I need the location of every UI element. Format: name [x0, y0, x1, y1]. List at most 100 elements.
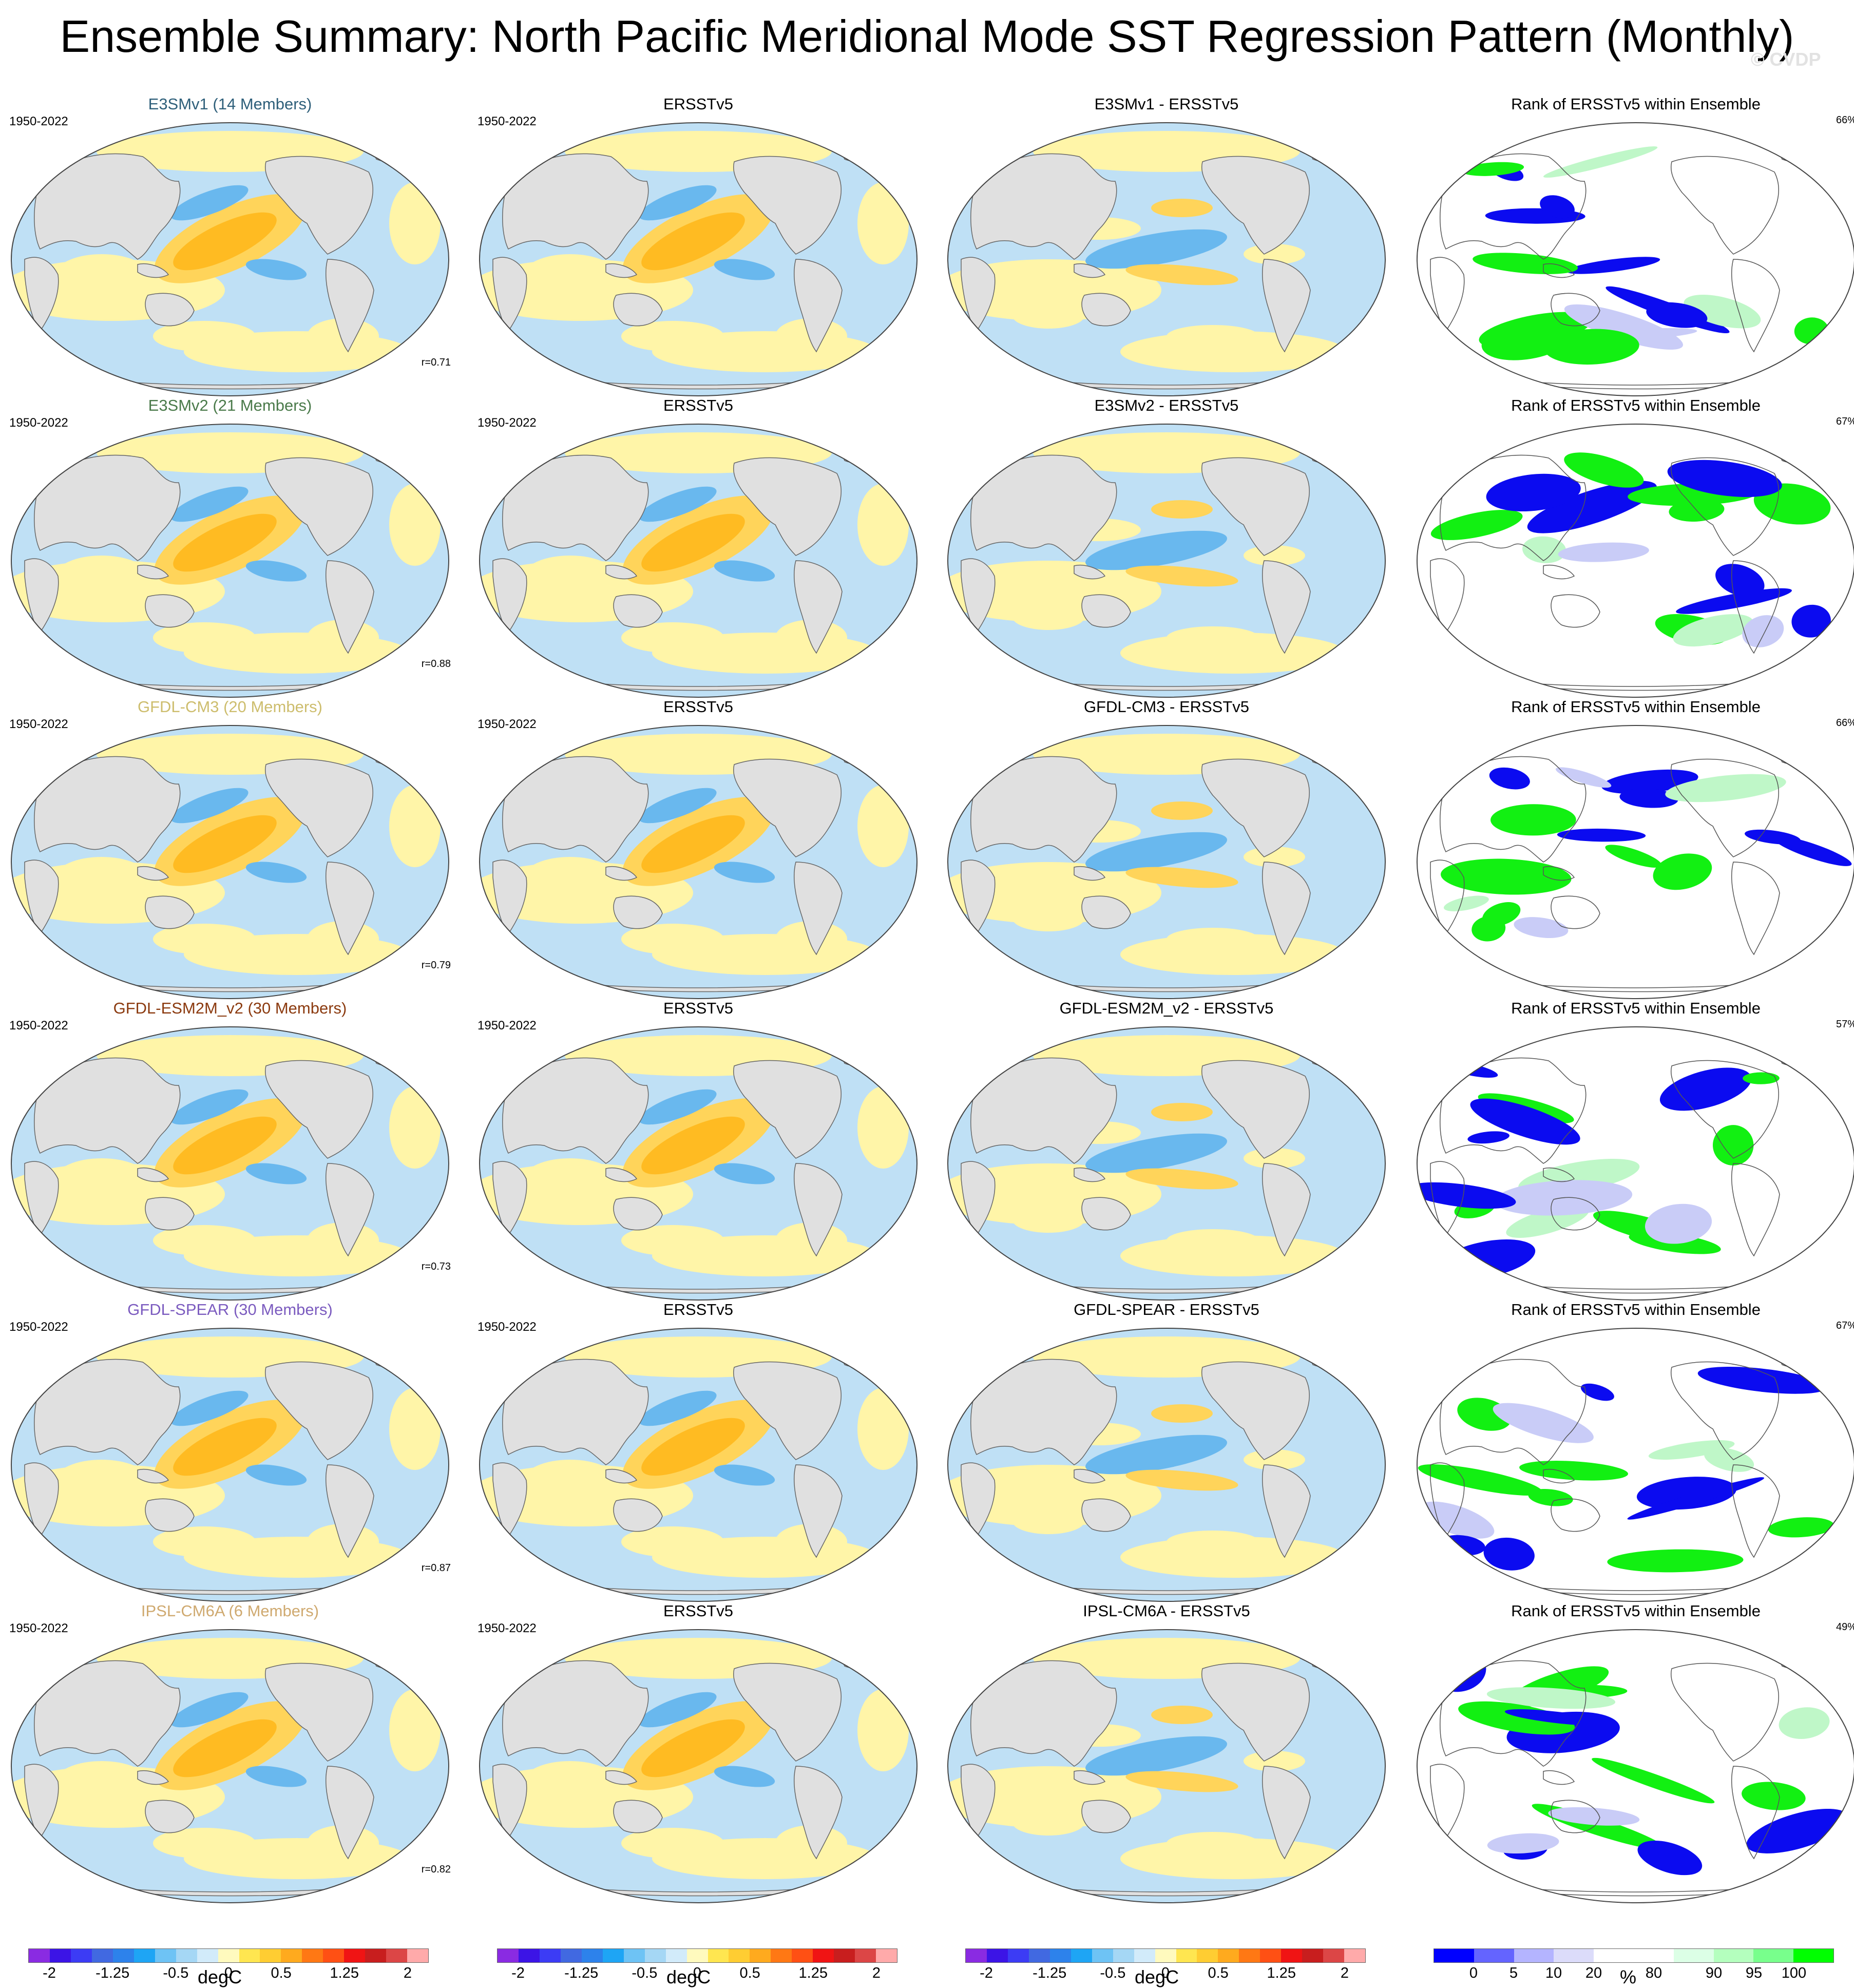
period-label: 1950-2022: [477, 1320, 537, 1334]
colorbar-swatch: [1673, 1949, 1714, 1962]
colorbar-obs: -2 -1.25 -0.5 0 0.5 1.25 2: [497, 1948, 897, 1982]
colorbar-swatch: [686, 1949, 708, 1962]
colorbar-swatch: [665, 1949, 687, 1962]
colorbar-tick-label: 95: [1745, 1965, 1763, 1981]
period-label: 1950-2022: [477, 1019, 537, 1033]
sst-map: [11, 122, 449, 396]
colorbar-swatch: [518, 1949, 540, 1962]
figure-title: Ensemble Summary: North Pacific Meridion…: [60, 11, 1794, 62]
sst-map: [479, 1328, 918, 1602]
colorbar-swatches: [497, 1948, 897, 1963]
panel-title-rank: Rank of ERSSTv5 within Ensemble: [1511, 698, 1761, 716]
colorbar-swatch: [729, 1949, 750, 1962]
colorbar-ticks: 0 5 10 20 80 90 95 100: [1433, 1965, 1834, 1981]
colorbar-tick-label: -0.5: [163, 1965, 189, 1981]
colorbar-swatches: [28, 1948, 429, 1963]
map-panel-sst: ERSSTv5 1950-2022: [477, 1301, 919, 1603]
colorbar-swatch: [1239, 1949, 1260, 1962]
colorbar-swatch: [1514, 1949, 1554, 1962]
panel-title-rank: Rank of ERSSTv5 within Ensemble: [1511, 396, 1761, 414]
panel-title-diff: E3SMv1 - ERSSTv5: [1094, 95, 1239, 113]
colorbar-swatch: [539, 1949, 561, 1962]
rank-map: [1417, 725, 1854, 999]
colorbar-swatches: [965, 1948, 1366, 1963]
colorbar-tick-label: 10: [1545, 1965, 1562, 1981]
colorbar-tick-label: 2: [1340, 1965, 1349, 1981]
cvdp-watermark: © CVDP: [1751, 49, 1821, 70]
panel-title-model: GFDL-SPEAR (30 Members): [127, 1301, 333, 1318]
panel-title-model: E3SMv1 (14 Members): [148, 95, 312, 113]
colorbar-swatch: [176, 1949, 197, 1962]
rank-percent: 66%: [1836, 114, 1854, 126]
map-panel-diff: GFDL-SPEAR - ERSSTv5: [946, 1301, 1387, 1603]
colorbar-swatch: [1176, 1949, 1197, 1962]
colorbar-model: -2 -1.25 -0.5 0 0.5 1.25 2: [28, 1948, 429, 1982]
panel-title-rank: Rank of ERSSTv5 within Ensemble: [1511, 999, 1761, 1017]
period-label: 1950-2022: [477, 717, 537, 731]
colorbar-swatch: [1594, 1949, 1634, 1962]
period-label: 1950-2022: [477, 416, 537, 430]
panel-title-diff: IPSL-CM6A - ERSSTv5: [1083, 1602, 1250, 1620]
diff-map: [947, 1026, 1386, 1301]
colorbar-obs-unit: degC: [666, 1966, 711, 1987]
colorbar-swatch: [1155, 1949, 1176, 1962]
pattern-correlation: r=0.82: [421, 1864, 451, 1875]
colorbar-tick-label: -1.25: [95, 1965, 130, 1981]
sst-map: [479, 424, 918, 698]
colorbar-diff: -2 -1.25 -0.5 0 0.5 1.25 2: [965, 1948, 1366, 1982]
colorbar-swatch: [1049, 1949, 1071, 1962]
colorbar-swatch: [1302, 1949, 1324, 1962]
sst-map: [11, 424, 449, 698]
colorbar-swatch: [771, 1949, 792, 1962]
panel-title-diff: GFDL-CM3 - ERSSTv5: [1083, 698, 1250, 716]
colorbar-swatch: [813, 1949, 834, 1962]
map-panel-diff: E3SMv1 - ERSSTv5: [946, 95, 1387, 398]
sst-map: [479, 1629, 918, 1903]
panel-title-obs: ERSSTv5: [663, 698, 734, 716]
diff-map: [947, 725, 1386, 999]
rank-percent: 49%: [1836, 1621, 1854, 1633]
sst-map: [11, 1328, 449, 1602]
rank-percent: 67%: [1836, 1320, 1854, 1331]
colorbar-tick-label: 5: [1509, 1965, 1518, 1981]
colorbar-tick-label: 0: [693, 1965, 702, 1981]
panel-title-obs: ERSSTv5: [663, 999, 734, 1017]
sst-map: [479, 122, 918, 396]
colorbar-swatch: [218, 1949, 239, 1962]
rank-map: [1417, 424, 1854, 698]
colorbar-rank: 0 5 10 20 80 90 95 100: [1433, 1948, 1834, 1982]
colorbar-tick-label: -2: [43, 1965, 56, 1981]
period-label: 1950-2022: [9, 1320, 68, 1334]
colorbar-swatch: [966, 1949, 987, 1962]
diff-map: [947, 122, 1386, 396]
colorbar-swatch: [876, 1949, 897, 1962]
colorbar-swatch: [1753, 1949, 1794, 1962]
period-label: 1950-2022: [9, 1621, 68, 1635]
colorbar-tick-label: 100: [1781, 1965, 1807, 1981]
rank-map: [1417, 1026, 1854, 1301]
rank-map: [1417, 1629, 1854, 1903]
pattern-correlation: r=0.87: [421, 1562, 451, 1574]
map-panel-sst: ERSSTv5 1950-2022: [477, 95, 919, 398]
colorbar-swatch: [197, 1949, 218, 1962]
colorbar-tick-label: -0.5: [632, 1965, 658, 1981]
sst-map: [479, 1026, 918, 1301]
pattern-correlation: r=0.88: [421, 658, 451, 670]
colorbar-tick-label: 90: [1705, 1965, 1723, 1981]
colorbar-swatch: [708, 1949, 729, 1962]
colorbar-swatch: [281, 1949, 302, 1962]
map-panel-diff: GFDL-ESM2M_v2 - ERSSTv5: [946, 999, 1387, 1302]
panel-title-diff: GFDL-ESM2M_v2 - ERSSTv5: [1059, 999, 1274, 1017]
colorbar-swatch: [750, 1949, 771, 1962]
map-panel-sst: ERSSTv5 1950-2022: [477, 1602, 919, 1905]
panel-title-obs: ERSSTv5: [663, 1602, 734, 1620]
colorbar-swatch: [302, 1949, 323, 1962]
diff-map: [947, 1328, 1386, 1602]
map-panel-sst: GFDL-CM3 (20 Members) 1950-2022 r=0.79: [9, 698, 451, 1001]
panel-title-rank: Rank of ERSSTv5 within Ensemble: [1511, 1602, 1761, 1620]
colorbar-swatch: [112, 1949, 134, 1962]
panel-title-model: IPSL-CM6A (6 Members): [141, 1602, 319, 1620]
colorbar-swatch: [581, 1949, 603, 1962]
sst-map: [11, 1629, 449, 1903]
period-label: 1950-2022: [9, 416, 68, 430]
